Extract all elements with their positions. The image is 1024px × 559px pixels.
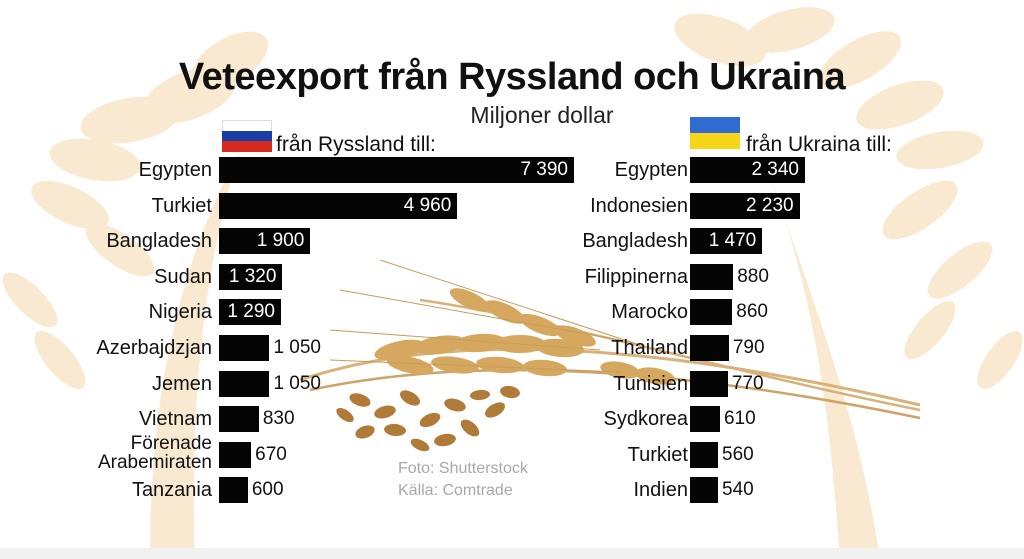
ukraine-bar xyxy=(690,263,734,290)
ukraine-header: från Ukraina till: xyxy=(746,133,892,156)
ukraine-value-label: 610 xyxy=(723,408,756,430)
ukraine-category-label: Bangladesh xyxy=(582,230,688,253)
russia-value-label: 7 390 xyxy=(520,159,568,180)
russia-category-label: Egypten xyxy=(138,159,212,181)
ukraine-category-label: Indien xyxy=(633,479,689,502)
ukraine-value-label: 540 xyxy=(722,479,754,501)
source-credit: Källa: Comtrade xyxy=(398,482,513,499)
russia-value-label: 1 900 xyxy=(256,230,305,252)
ukraine-bar xyxy=(690,192,800,219)
russia-flag-icon xyxy=(222,120,272,152)
ukraine-value-label: 790 xyxy=(732,337,765,358)
russia-bar xyxy=(219,406,259,433)
russia-value-label: 1 050 xyxy=(273,372,321,394)
russia-bar xyxy=(219,477,248,504)
russia-bar xyxy=(219,370,270,397)
ukraine-value-label: 2 340 xyxy=(751,159,799,180)
ukraine-category-label: Tunisien xyxy=(613,372,688,395)
russia-bar xyxy=(219,192,458,219)
russia-value-label: 1 320 xyxy=(228,265,277,287)
ukraine-bar xyxy=(690,441,718,468)
bottom-strip xyxy=(0,548,1024,559)
russia-bar xyxy=(219,441,252,468)
russia-category-label: Nigeria xyxy=(148,301,212,324)
ukraine-bar xyxy=(690,406,720,433)
russia-bar xyxy=(219,335,270,361)
russia-bar xyxy=(219,263,283,290)
russia-value-label: 600 xyxy=(251,479,284,501)
russia-bar xyxy=(219,228,311,255)
russia-category-label: Bangladesh xyxy=(106,230,212,253)
russia-value-label: 830 xyxy=(262,408,295,430)
russia-category-label: Jemen xyxy=(151,372,212,395)
ukraine-value-label: 770 xyxy=(731,372,764,394)
ukraine-value-label: 1 470 xyxy=(708,230,757,252)
ukraine-category-label: Filippinerna xyxy=(584,265,688,288)
russia-category-label: Turkiet xyxy=(151,194,212,217)
russia-category-label: Tanzania xyxy=(131,479,212,502)
ukraine-value-label: 880 xyxy=(737,265,769,287)
ukraine-category-label: Thailand xyxy=(611,337,688,359)
ukraine-category-label: Sydkorea xyxy=(603,408,689,431)
russia-bar xyxy=(219,299,281,326)
ukraine-category-label: Indonesien xyxy=(590,194,688,217)
chart-title: Veteexport från Ryssland och Ukraina xyxy=(178,56,846,98)
ukraine-bar xyxy=(690,299,733,326)
russia-category-label: Azerbajdzjan xyxy=(96,337,212,359)
ukraine-value-label: 860 xyxy=(736,301,768,323)
russia-value-label: 1 290 xyxy=(227,301,275,323)
ukraine-bar xyxy=(690,370,728,397)
ukraine-value-label: 560 xyxy=(722,443,754,465)
russia-category-label: Förenade Arabemiraten xyxy=(97,432,212,473)
ukraine-bar xyxy=(690,335,729,361)
ukraine-bar xyxy=(690,477,718,504)
russia-value-label: 1 050 xyxy=(273,337,321,358)
ukraine-category-label: Egypten xyxy=(614,159,688,181)
russia-category-label: Sudan xyxy=(154,265,212,288)
russia-category-label: Vietnam xyxy=(138,408,212,431)
chart-subtitle: Miljoner dollar xyxy=(470,102,614,128)
russia-value-label: 670 xyxy=(255,443,287,465)
ukraine-bar xyxy=(690,157,805,183)
ukraine-bar xyxy=(690,228,763,255)
ukraine-value-label: 2 230 xyxy=(746,194,794,216)
ukraine-category-label: Marocko xyxy=(611,301,688,324)
russia-value-label: 4 960 xyxy=(403,194,452,216)
ukraine-flag-icon xyxy=(690,117,740,149)
russia-header: från Ryssland till: xyxy=(276,133,436,156)
ukraine-category-label: Turkiet xyxy=(627,443,688,466)
photo-credit: Foto: Shutterstock xyxy=(398,460,528,477)
russia-bar xyxy=(219,157,574,183)
